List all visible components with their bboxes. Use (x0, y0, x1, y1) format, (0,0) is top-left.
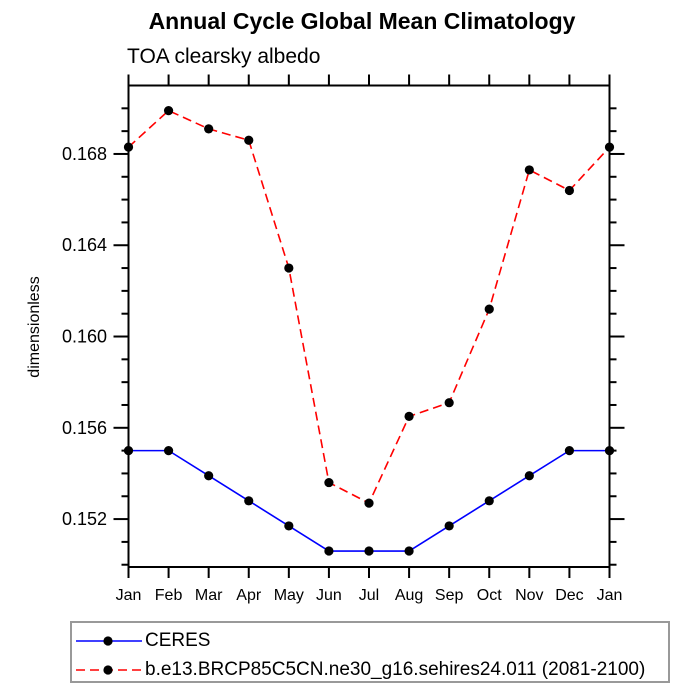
chart-title: Annual Cycle Global Mean Climatology (148, 8, 576, 34)
data-point-marker (244, 135, 254, 145)
legend-label-ceres: CERES (145, 629, 211, 651)
legend-row-model: b.e13.BRCP85C5CN.ne30_g16.sehires24.011 … (72, 655, 668, 684)
x-tick-label: Nov (515, 587, 543, 604)
data-point-marker (524, 471, 534, 481)
x-tick-label: Apr (236, 587, 262, 604)
legend-label-model: b.e13.BRCP85C5CN.ne30_g16.sehires24.011 … (145, 658, 646, 680)
data-point-marker (244, 496, 254, 506)
data-point-marker (364, 498, 374, 508)
x-tick-label: Jan (116, 587, 142, 604)
legend-row-ceres: CERES (72, 626, 668, 655)
y-tick-label: 0.164 (62, 235, 107, 255)
y-axis-title: dimensionless (26, 276, 43, 377)
chart-subtitle: TOA clearsky albedo (127, 45, 321, 68)
series-line (127, 109, 611, 505)
x-tick-label: Feb (155, 587, 183, 604)
data-point-marker (444, 398, 454, 408)
y-tick-labels: 0.152 0.156 0.160 0.164 0.168 (62, 144, 107, 529)
x-tick-label: Jan (597, 587, 623, 604)
x-tick-label: Mar (195, 587, 223, 604)
x-tick-label: Jun (316, 587, 342, 604)
plot-frame (127, 84, 611, 568)
model-line-sample-icon (76, 664, 142, 675)
data-point-marker (284, 263, 294, 273)
x-tick-label: Oct (477, 587, 502, 604)
x-tick-label: Sep (435, 587, 464, 604)
legend: CERES b.e13.BRCP85C5CN.ne30_g16.sehires2… (70, 621, 670, 683)
data-point-marker (123, 142, 134, 152)
x-tick-labels: Jan Feb Mar Apr May Jun Jul Aug Sep Oct Nov Dec Jan (116, 587, 623, 604)
data-point-marker (484, 304, 494, 314)
data-point-marker (324, 477, 334, 488)
x-tick-label: Dec (555, 587, 583, 604)
y-tick-label: 0.160 (62, 327, 107, 347)
model-series (123, 106, 615, 508)
ceres-line-sample-icon (76, 635, 142, 646)
data-point-marker (404, 411, 414, 421)
legend-marker-ceres (103, 635, 113, 646)
data-point-marker (324, 546, 334, 556)
data-point-marker (404, 546, 414, 556)
data-point-marker (163, 446, 174, 456)
data-point-marker (564, 446, 575, 456)
ceres-series (123, 446, 615, 556)
data-point-marker (604, 446, 615, 456)
plot-canvas: 0.152 0.156 0.160 0.164 0.168 Jan Feb Mar Apr May… (26, 74, 625, 604)
x-tick-label: Jul (359, 587, 379, 604)
x-tick-label: Aug (395, 587, 423, 604)
data-point-marker (604, 142, 615, 152)
data-point-marker (364, 546, 374, 556)
y-tick-label: 0.156 (62, 418, 107, 438)
y-tick-label: 0.168 (62, 144, 107, 164)
data-point-marker (163, 106, 174, 116)
axes (113, 74, 625, 578)
data-point-marker (204, 124, 214, 134)
legend-marker-model (103, 664, 113, 675)
data-point-marker (524, 165, 534, 175)
data-point-marker (484, 496, 494, 506)
data-point-marker (123, 446, 134, 456)
data-point-marker (284, 521, 294, 531)
data-point-marker (444, 521, 454, 531)
data-point-marker (564, 185, 575, 196)
data-point-marker (204, 471, 214, 481)
y-tick-label: 0.152 (62, 509, 107, 529)
x-tick-label: May (274, 587, 304, 604)
